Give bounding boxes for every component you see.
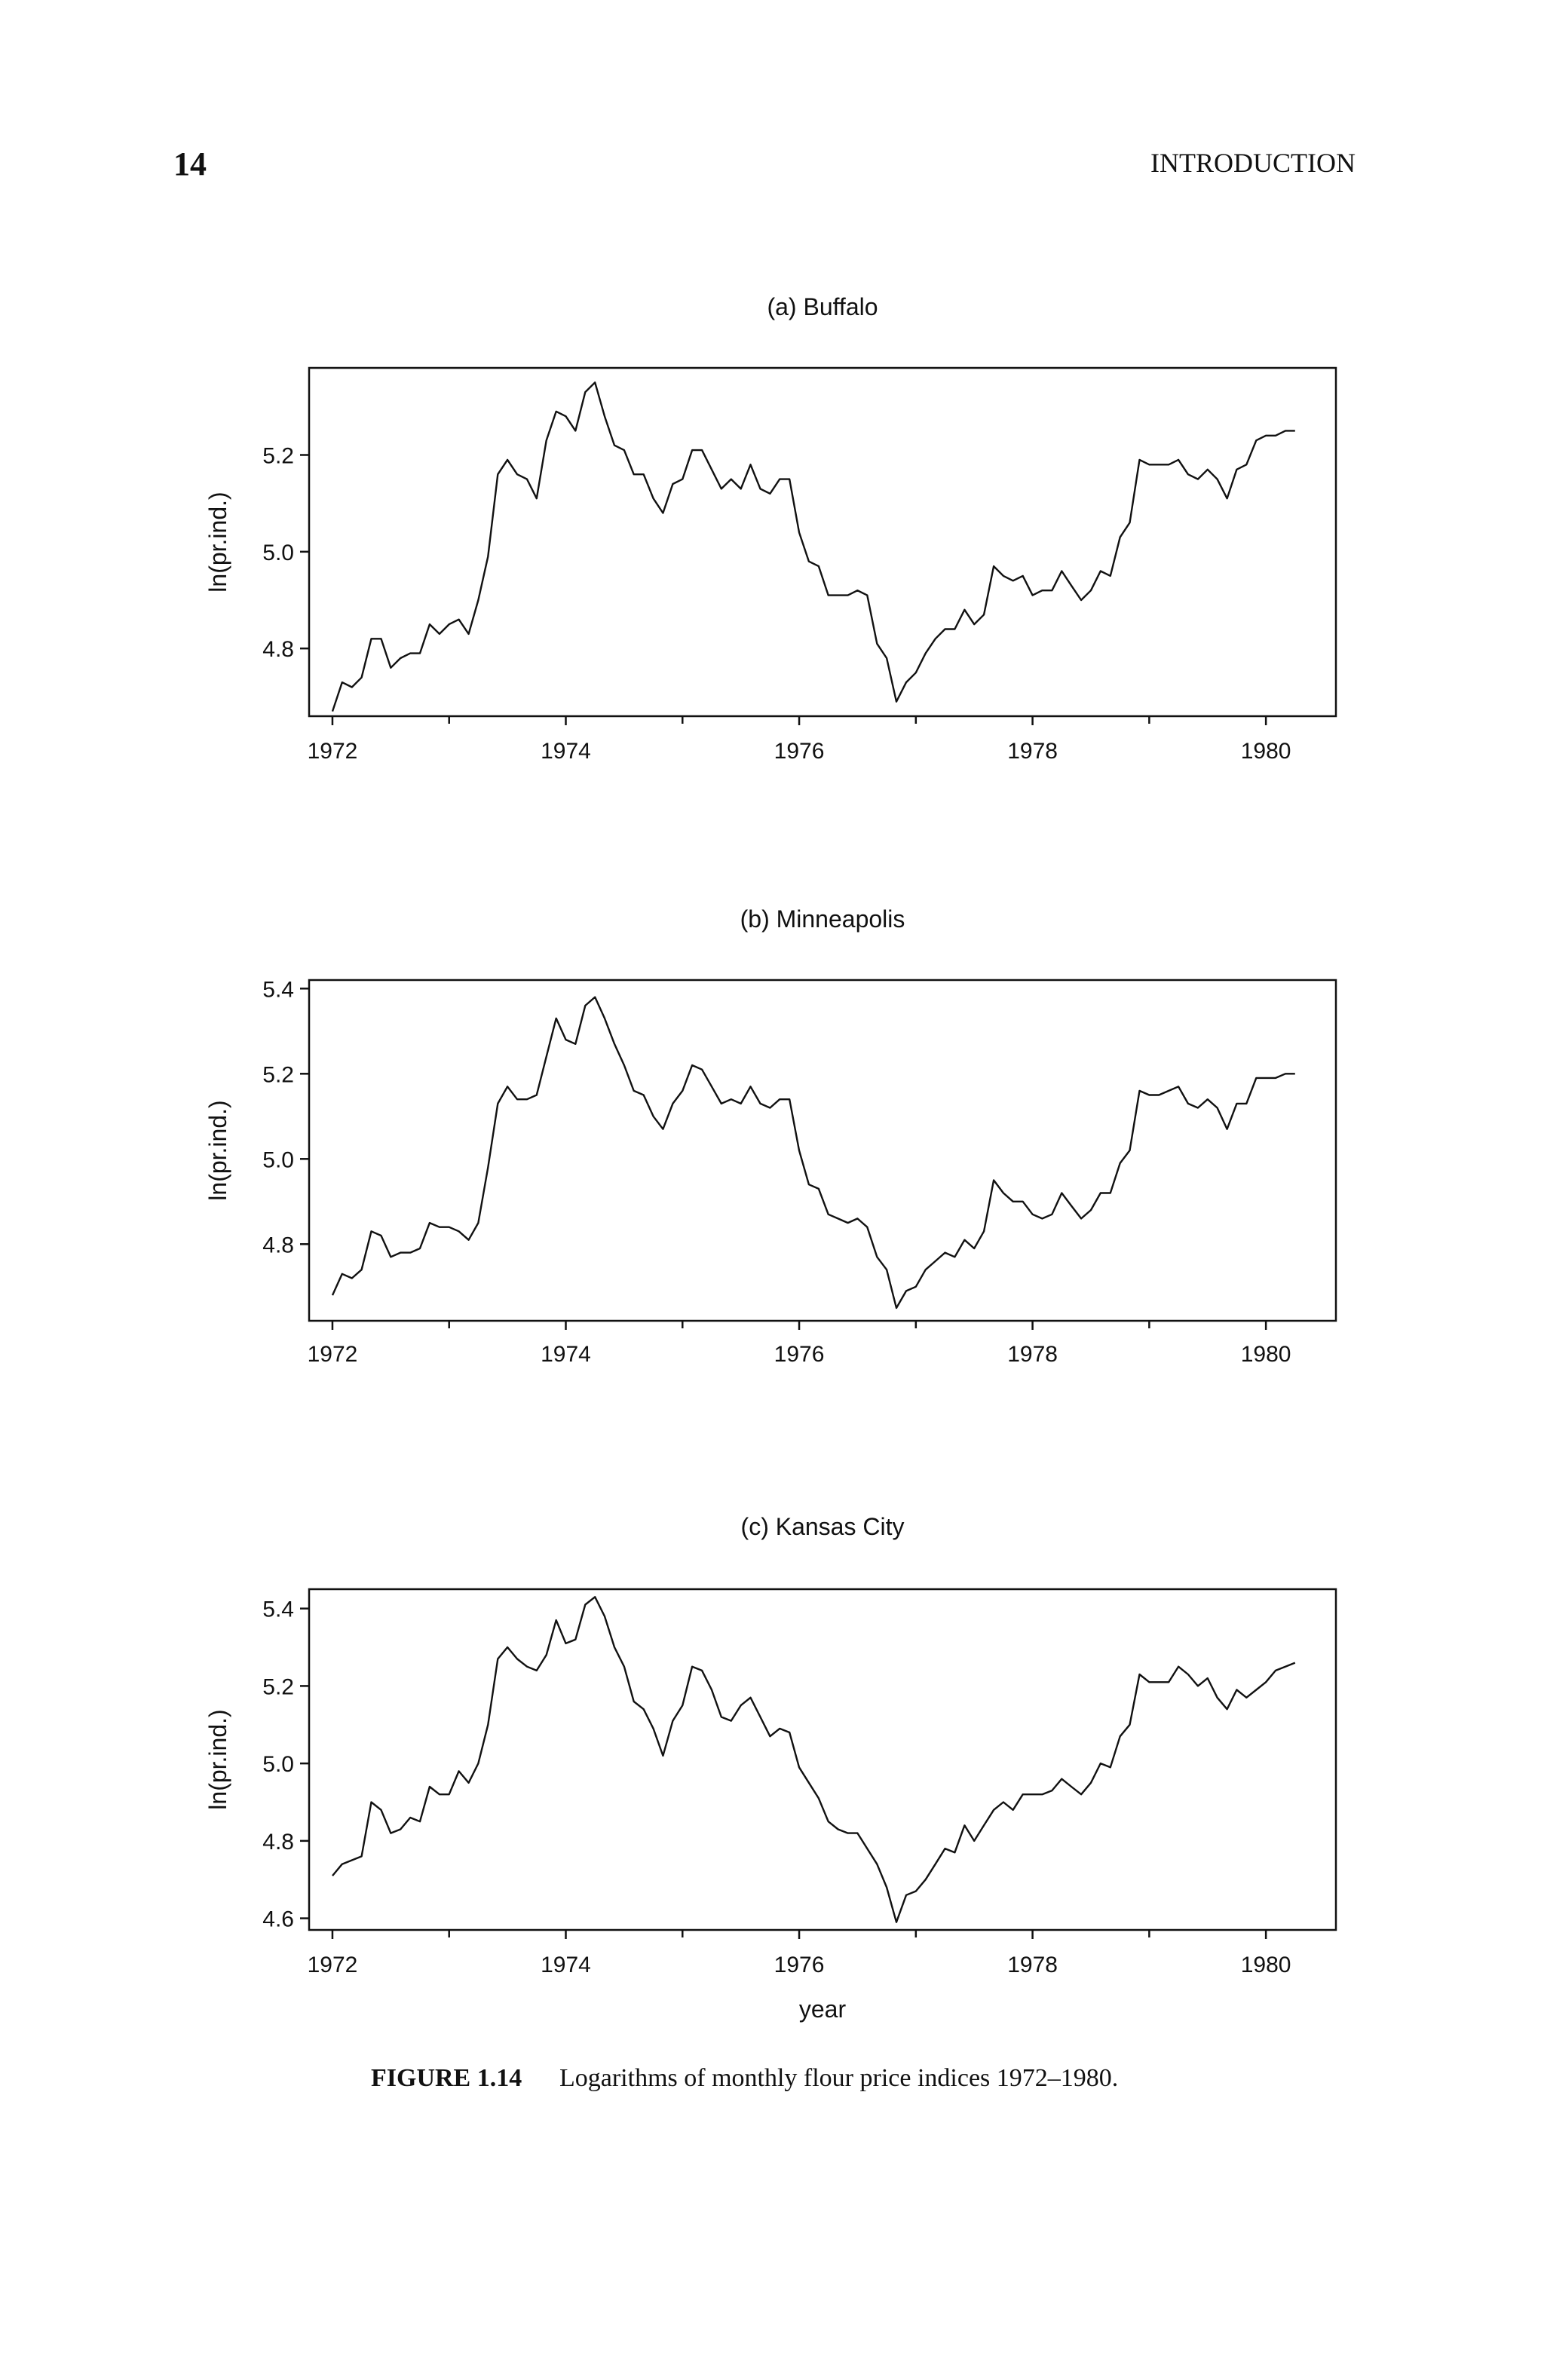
series-line-minneapolis [331,996,1295,1309]
chart-panel-buffalo: (a) Buffalo ln(pr.ind.) 4.8 5.0 5.2 1972 1974 1… [204,293,1337,764]
running-head: INTRODUCTION [1150,148,1356,178]
chart-panel-kansas-city: (c) Kansas City ln(pr.ind.) 4.6 4.8 5.0 5.2 5.… [204,1513,1337,2023]
figure-caption: FIGURE 1.14 Logarithms of monthly flour … [371,2064,1118,2092]
x-tick-label: 1980 [1241,739,1291,764]
y-tick-label: 5.4 [262,977,294,1002]
plot-frame [308,366,1337,718]
y-tick-label: 5.0 [262,1752,294,1777]
x-tick-label: 1976 [774,1342,825,1367]
x-tick-label: 1972 [308,1953,358,1977]
chart-title-minneapolis: (b) Minneapolis [740,905,905,933]
y-tick-label: 5.2 [262,1674,294,1699]
page-number: 14 [173,145,207,182]
x-tick-label: 1978 [1007,1342,1058,1367]
chart-panel-minneapolis: (b) Minneapolis ln(pr.ind.) 4.8 5.0 5.2 5.4 19… [204,905,1337,1367]
x-tick-label: 1974 [541,1342,591,1367]
plot-frame [308,979,1337,1322]
x-axis-label: year [799,1996,847,2023]
y-axis-label: ln(pr.ind.) [204,492,231,592]
y-tick-label: 5.2 [262,444,294,469]
x-tick-label: 1972 [308,1342,358,1367]
caption-label: FIGURE 1.14 [371,2064,522,2092]
x-tick-label: 1980 [1241,1953,1291,1977]
x-tick-label: 1978 [1007,739,1058,764]
y-axis-label: ln(pr.ind.) [204,1709,231,1809]
chart-title-kansas-city: (c) Kansas City [741,1513,905,1540]
x-tick-label: 1972 [308,739,358,764]
y-tick-label: 4.6 [262,1907,294,1932]
y-tick-label: 4.8 [262,637,294,662]
series-line-buffalo [331,381,1295,712]
series-line-kansas-city [332,1596,1296,1923]
caption-text: Logarithms of monthly flour price indice… [559,2064,1118,2092]
x-tick-label: 1976 [774,1953,825,1977]
x-tick-label: 1976 [774,739,825,764]
x-tick-label: 1974 [541,1953,591,1977]
y-tick-label: 5.4 [262,1597,294,1622]
y-tick-label: 5.0 [262,541,294,565]
y-tick-label: 5.2 [262,1062,294,1087]
x-tick-label: 1974 [541,739,591,764]
y-tick-label: 5.0 [262,1147,294,1172]
x-tick-label: 1978 [1007,1953,1058,1977]
y-tick-label: 4.8 [262,1830,294,1855]
chart-title-buffalo: (a) Buffalo [767,293,878,320]
x-tick-label: 1980 [1241,1342,1291,1367]
y-axis-label: ln(pr.ind.) [204,1100,231,1200]
y-tick-label: 4.8 [262,1233,294,1257]
plot-frame [308,1588,1337,1931]
